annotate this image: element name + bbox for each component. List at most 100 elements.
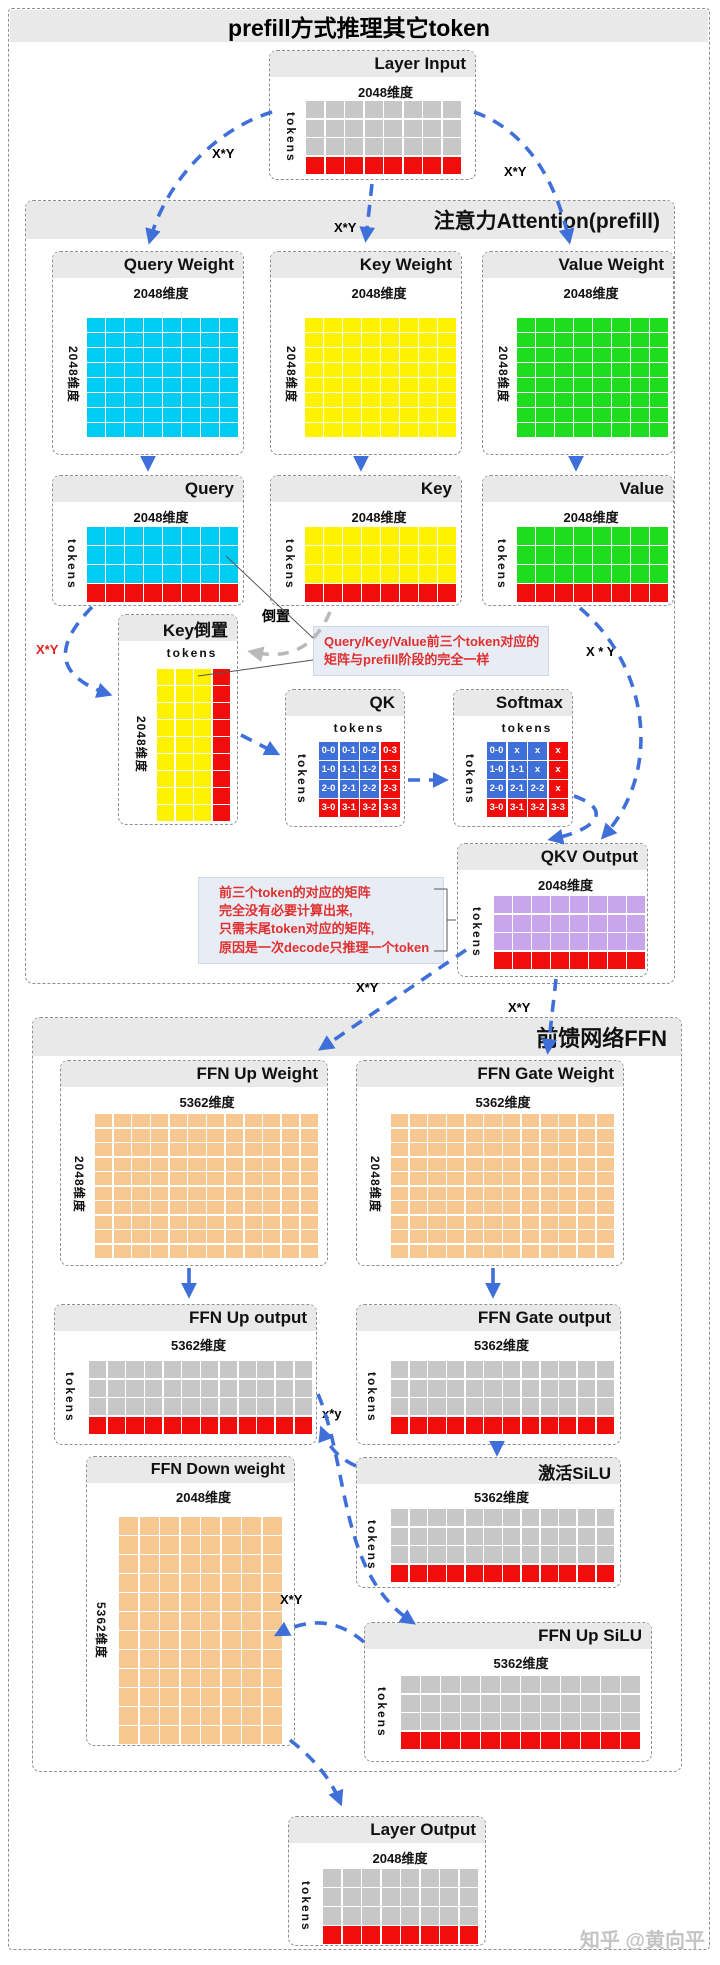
matrix-cell — [207, 1172, 225, 1185]
matrix-cell — [242, 1517, 261, 1535]
matrix-cell — [447, 1114, 465, 1127]
matrix-cell — [381, 584, 399, 602]
matrix-cell — [125, 333, 143, 347]
matrix-cell — [106, 527, 124, 545]
matrix-cell — [559, 1398, 577, 1415]
matrix-cell — [577, 1114, 596, 1127]
matrix-cell — [182, 393, 200, 407]
matrix-cell — [163, 1379, 181, 1397]
matrix-cell — [207, 1157, 225, 1171]
matrix-cell — [306, 138, 324, 155]
matrix-cell — [400, 408, 418, 422]
matrix-cell — [262, 1669, 282, 1687]
matrix-cell — [169, 1172, 187, 1185]
matrix-cell — [532, 896, 550, 913]
matrix-cell — [650, 348, 668, 362]
matrix-cell — [163, 546, 181, 564]
tokens-label: tokens — [284, 111, 298, 163]
matrix-cell — [503, 1186, 521, 1200]
dim-side-label: 2048维度 — [368, 1155, 382, 1213]
matrix-cell — [182, 584, 200, 602]
matrix-cell — [300, 1201, 318, 1214]
matrix-cell — [305, 584, 323, 602]
matrix-cell — [324, 318, 342, 332]
matrix-cell — [305, 546, 323, 564]
matrix-cell — [194, 686, 211, 702]
xy-label-value-to-output: X * Y — [586, 644, 616, 659]
matrix-cell — [555, 584, 573, 602]
matrix-cell — [300, 1172, 318, 1185]
matrix-cell — [300, 1244, 318, 1258]
matrix-cell — [570, 933, 588, 950]
matrix-cell — [201, 1612, 220, 1630]
matrix-cell — [465, 1564, 483, 1582]
matrix-cell — [89, 1416, 107, 1434]
matrix-cell — [281, 1128, 300, 1142]
matrix-cell — [559, 1416, 577, 1434]
matrix-cell — [212, 737, 230, 753]
matrix-cell — [144, 527, 162, 545]
matrix-cell — [574, 527, 592, 545]
annotation-line: Query/Key/Value前三个token对应的 — [324, 634, 540, 649]
matrix-cell — [212, 669, 230, 685]
matrix-cell — [391, 1564, 409, 1582]
matrix-cell — [517, 393, 535, 407]
matrix-cell — [484, 1509, 502, 1526]
matrix-cell — [574, 408, 592, 422]
matrix-cell — [345, 119, 363, 137]
matrix-cell — [212, 720, 230, 736]
matrix-cell — [536, 527, 554, 545]
matrix-cell — [132, 1172, 150, 1185]
matrix-cell — [574, 584, 592, 602]
matrix-cell — [180, 1707, 200, 1725]
dim-side-label: 2048维度 — [496, 345, 510, 403]
matrix-cell — [419, 423, 437, 437]
matrix-cell — [207, 1244, 225, 1258]
qk-title: QK — [286, 690, 404, 716]
matrix-cell — [593, 408, 611, 422]
matrix-cell: 1-3 — [380, 761, 400, 779]
matrix-cell — [169, 1186, 187, 1200]
dim-label: 5362维度 — [493, 1656, 549, 1671]
matrix-cell — [596, 1172, 614, 1185]
matrix-cell — [501, 1676, 520, 1693]
matrix-cell — [596, 1416, 614, 1434]
matrix-cell — [343, 423, 361, 437]
matrix-cell — [194, 788, 211, 804]
matrix-cell: 3-1 — [339, 799, 359, 817]
matrix-cell — [631, 565, 649, 583]
matrix-cell — [465, 1379, 483, 1397]
matrix-cell — [409, 1230, 427, 1243]
matrix-cell — [160, 1517, 179, 1535]
matrix-cell — [169, 1201, 187, 1214]
matrix-cell — [212, 703, 230, 719]
matrix-cell — [409, 1157, 427, 1171]
matrix-cell — [423, 119, 441, 137]
matrix-cell — [612, 546, 630, 564]
matrix-cell — [521, 1143, 539, 1156]
matrix-cell: x — [507, 742, 527, 760]
matrix-cell — [593, 348, 611, 362]
matrix-cell — [501, 1731, 520, 1749]
key-matrix — [305, 527, 456, 602]
matrix-cell — [180, 1669, 200, 1687]
matrix-cell — [362, 393, 380, 407]
matrix-cell — [428, 1114, 446, 1127]
matrix-cell — [125, 318, 143, 332]
matrix-cell — [244, 1201, 262, 1214]
matrix-cell — [144, 318, 162, 332]
matrix-cell — [106, 546, 124, 564]
matrix-cell — [242, 1726, 261, 1744]
matrix-cell — [561, 1676, 580, 1693]
matrix-cell — [244, 1157, 262, 1171]
matrix-cell — [145, 1416, 163, 1434]
matrix-cell — [381, 1888, 400, 1906]
matrix-cell — [559, 1201, 577, 1214]
xy-label-query-to-keyt: X*Y — [36, 642, 59, 657]
matrix-cell — [345, 101, 363, 118]
matrix-cell — [503, 1546, 521, 1563]
matrix-cell — [201, 1398, 219, 1415]
matrix-cell: 3-3 — [380, 799, 400, 817]
matrix-cell — [125, 348, 143, 362]
matrix-cell: 3-2 — [528, 799, 547, 817]
